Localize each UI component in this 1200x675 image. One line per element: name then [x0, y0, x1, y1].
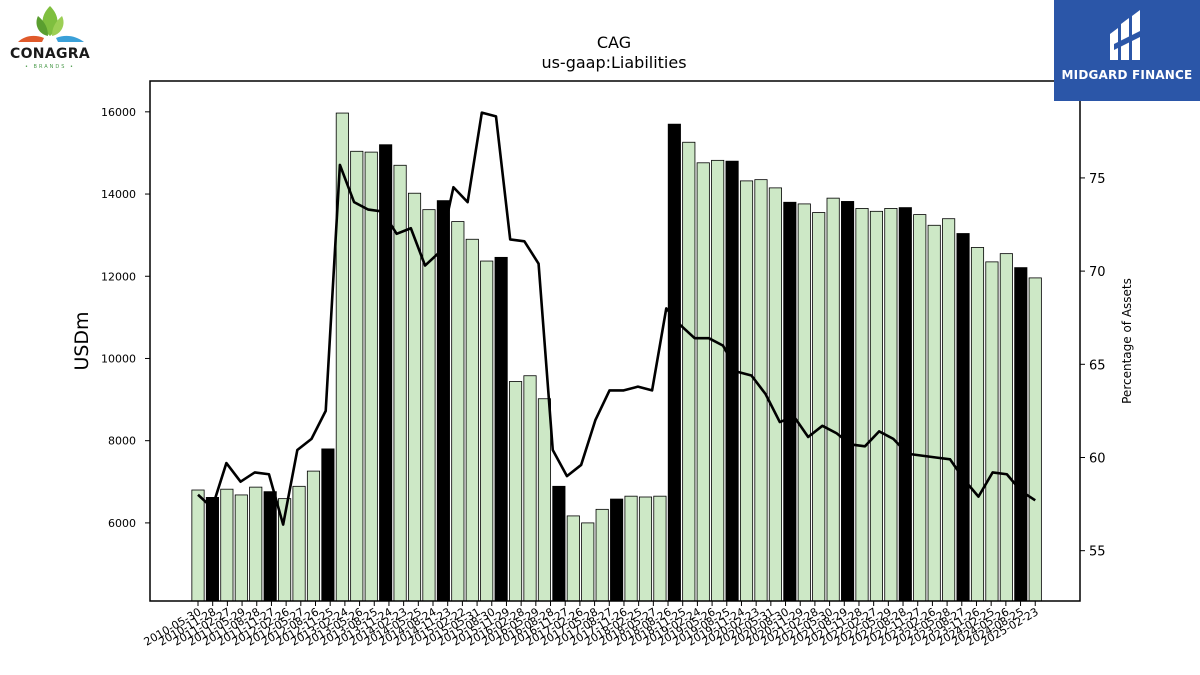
bar: [234, 494, 248, 602]
y-left-tick-label: 10000: [101, 352, 136, 365]
bar: [653, 495, 667, 602]
bar: [581, 522, 595, 602]
conagra-wordmark: CONAGRA: [10, 46, 90, 62]
bar: [696, 162, 710, 602]
bar: [913, 214, 927, 602]
bar: [509, 381, 523, 602]
x-axis: 2010-05-302010-11-282011-02-272011-05-29…: [142, 601, 1041, 649]
bar: [768, 187, 782, 602]
bar: [711, 159, 725, 602]
bar: [624, 495, 638, 602]
bar: [956, 233, 970, 602]
bar: [1014, 267, 1028, 602]
percentage-line: [197, 111, 1036, 526]
bar: [970, 247, 985, 602]
y-left-tick-label: 14000: [101, 188, 136, 201]
y-left-tick-label: 16000: [101, 106, 136, 119]
bar: [797, 203, 811, 602]
bar: [725, 160, 739, 602]
bar: [898, 207, 912, 602]
y-axis-right: 55 60 65 70 75: [1080, 172, 1106, 560]
chart-subtitle: us-gaap:Liabilities: [541, 53, 686, 72]
y-right-tick-label: 75: [1089, 172, 1106, 187]
bar: [364, 151, 378, 602]
bar: [191, 489, 205, 602]
bar: [292, 485, 306, 602]
bar: [263, 491, 277, 602]
leaf-icon: [18, 6, 84, 42]
conagra-subtext: • BRANDS •: [25, 64, 75, 70]
y-left-tick-label: 8000: [108, 435, 136, 448]
bar: [306, 470, 321, 602]
bar: [523, 375, 537, 602]
bar: [855, 208, 869, 602]
conagra-logo: CONAGRA • BRANDS •: [0, 0, 100, 78]
chart-title: CAG: [597, 33, 631, 52]
bar: [379, 144, 393, 602]
bar: [739, 180, 754, 602]
bar: [566, 515, 580, 602]
y-right-tick-label: 70: [1089, 265, 1106, 280]
bar: [869, 210, 883, 602]
plot-frame: [149, 80, 1081, 602]
bar: [465, 238, 479, 602]
bar: [610, 498, 624, 602]
y-left-tick-label: 12000: [101, 270, 136, 283]
bar: [682, 141, 696, 602]
y-left-tick-label: 6000: [108, 517, 136, 530]
y-right-tick-label: 60: [1089, 451, 1106, 466]
bar: [480, 260, 494, 602]
y-right-tick-label: 55: [1089, 545, 1106, 560]
midgard-logo: MIDGARD FINANCE: [1054, 0, 1200, 101]
bar: [667, 123, 681, 602]
bar: [999, 253, 1013, 602]
bar: [826, 197, 840, 602]
bar: [783, 201, 797, 602]
bar: [552, 485, 566, 602]
bar: [407, 192, 422, 602]
bar: [249, 486, 263, 602]
bars-group: [191, 112, 1042, 602]
y-axis-right-label: Percentage of Assets: [1120, 278, 1134, 404]
bar: [451, 221, 465, 602]
bar: [220, 488, 234, 602]
bar: [350, 150, 364, 602]
midgard-wordmark: MIDGARD FINANCE: [1061, 68, 1193, 82]
bar: [595, 508, 609, 602]
bar: [841, 201, 855, 602]
bar: [321, 448, 335, 602]
bar: [537, 398, 551, 602]
bar: [1028, 277, 1042, 602]
midgard-mark-icon: [1110, 10, 1142, 60]
bar: [942, 218, 956, 602]
y-axis-left: 6000 8000 10000 12000 14000 16000: [101, 106, 150, 530]
bar: [884, 208, 898, 602]
bar: [494, 256, 508, 602]
bar: [638, 496, 653, 602]
y-axis-left-label: USDm: [71, 311, 93, 370]
bar: [436, 200, 450, 602]
bar: [812, 212, 826, 602]
line-group: [197, 111, 1036, 526]
bar: [422, 209, 436, 602]
bar: [205, 497, 219, 602]
bar: [754, 179, 768, 602]
bar: [985, 261, 999, 602]
y-right-tick-label: 65: [1089, 358, 1106, 373]
bar: [927, 224, 941, 602]
